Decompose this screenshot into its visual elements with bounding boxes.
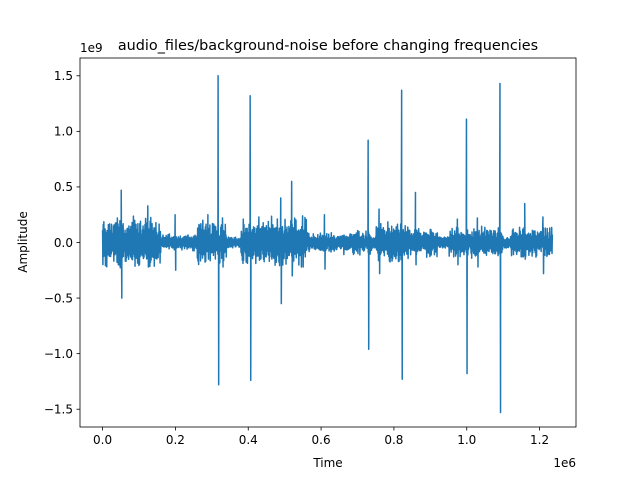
x-tick-label: 0.4 xyxy=(239,433,258,447)
x-tick-label: 0.6 xyxy=(312,433,331,447)
y-axis-label: Amplitude xyxy=(16,211,30,273)
waveform-line xyxy=(101,75,554,414)
y-tick-label: −1.5 xyxy=(44,403,73,417)
y-tick-label: −0.5 xyxy=(44,291,73,305)
x-tick-label: 1.0 xyxy=(457,433,476,447)
y-tick-label: 1.0 xyxy=(54,125,73,139)
x-tick-label: 0.8 xyxy=(384,433,403,447)
x-axis-offset-label: 1e6 xyxy=(553,456,576,470)
series-waveform xyxy=(101,75,554,414)
y-tick-label: 1.5 xyxy=(54,69,73,83)
y-axis-ticks: −1.5 −1.0 −0.5 0.0 0.5 1.0 1.5 xyxy=(44,69,80,417)
x-axis-label: Time xyxy=(312,456,342,470)
x-tick-label: 0.2 xyxy=(166,433,185,447)
y-axis-offset-label: 1e9 xyxy=(80,41,103,55)
x-tick-label: 1.2 xyxy=(530,433,549,447)
y-tick-label: 0.5 xyxy=(54,180,73,194)
y-tick-label: 0.0 xyxy=(54,236,73,250)
x-axis-ticks: 0.0 0.2 0.4 0.6 0.8 1.0 1.2 xyxy=(93,427,549,447)
x-tick-label: 0.0 xyxy=(93,433,112,447)
chart-title: audio_files/background-noise before chan… xyxy=(118,38,538,54)
y-tick-label: −1.0 xyxy=(44,347,73,361)
